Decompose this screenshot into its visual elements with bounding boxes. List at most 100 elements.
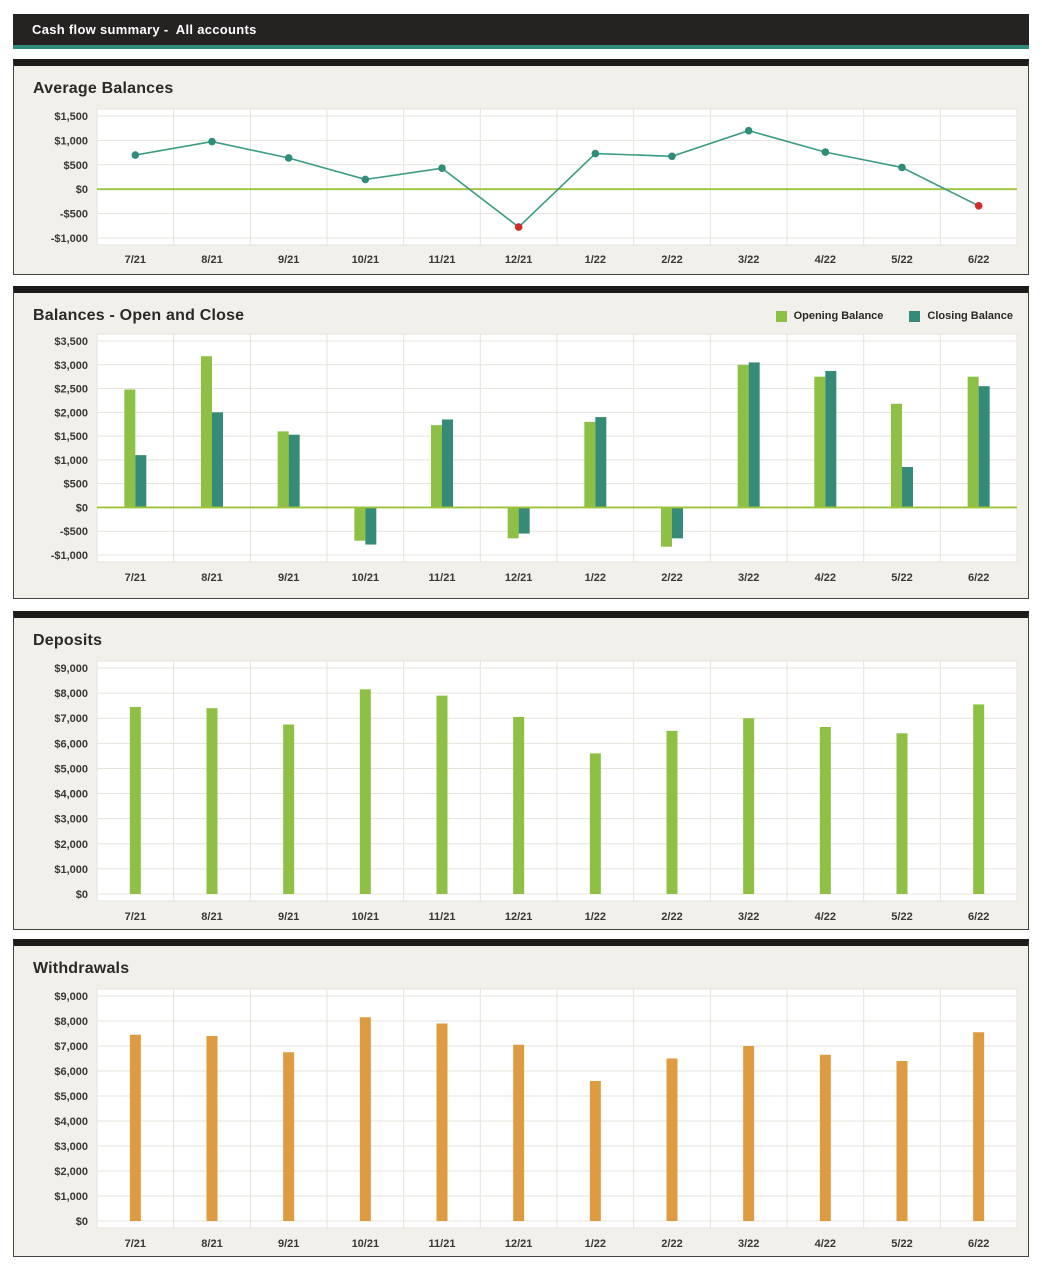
svg-text:$5,000: $5,000 [54, 763, 88, 775]
svg-text:-$500: -$500 [60, 209, 88, 221]
svg-text:6/22: 6/22 [968, 1238, 989, 1250]
svg-text:$0: $0 [76, 502, 88, 514]
legend-item-opening-balance: Opening Balance [775, 310, 884, 322]
svg-text:$1,500: $1,500 [54, 431, 88, 443]
svg-text:3/22: 3/22 [738, 572, 759, 584]
svg-text:$1,000: $1,000 [54, 135, 88, 147]
svg-text:6/22: 6/22 [968, 911, 989, 923]
svg-text:8/21: 8/21 [201, 911, 222, 923]
svg-text:$1,500: $1,500 [54, 111, 88, 123]
app-header: Cash flow summary - All accounts [13, 14, 1029, 49]
legend: Opening Balance Closing Balance [775, 310, 1013, 322]
svg-text:$6,000: $6,000 [54, 738, 88, 750]
svg-text:$0: $0 [76, 184, 88, 196]
svg-text:1/22: 1/22 [585, 911, 606, 923]
svg-text:7/21: 7/21 [125, 1238, 146, 1250]
svg-text:-$500: -$500 [60, 526, 88, 538]
svg-text:-$1,000: -$1,000 [51, 550, 88, 562]
svg-text:$1,000: $1,000 [54, 1191, 88, 1203]
svg-text:3/22: 3/22 [738, 911, 759, 923]
svg-text:$7,000: $7,000 [54, 713, 88, 725]
panel-withdrawals: Withdrawals $0 $1,000 $2,000 $3,000 $4,000 $5… [13, 939, 1029, 1257]
svg-text:10/21: 10/21 [352, 254, 380, 266]
panel-average-balances: Average Balances -$1,000 -$500 $0 $500 $1,00… [13, 59, 1029, 275]
svg-text:11/21: 11/21 [429, 254, 456, 266]
svg-text:7/21: 7/21 [125, 254, 146, 266]
svg-text:6/22: 6/22 [968, 572, 989, 584]
svg-text:$3,500: $3,500 [54, 336, 88, 348]
svg-text:11/21: 11/21 [429, 1238, 456, 1250]
svg-text:2/22: 2/22 [661, 572, 682, 584]
svg-text:9/21: 9/21 [278, 254, 299, 266]
svg-text:4/22: 4/22 [815, 911, 836, 923]
svg-text:$7,000: $7,000 [54, 1041, 88, 1053]
svg-text:8/21: 8/21 [201, 1238, 222, 1250]
chart-title-deposits: Deposits [33, 632, 103, 649]
legend-item-closing-balance: Closing Balance [909, 310, 1013, 322]
svg-text:3/22: 3/22 [738, 1238, 759, 1250]
svg-text:$6,000: $6,000 [54, 1066, 88, 1078]
svg-text:12/21: 12/21 [505, 254, 533, 266]
svg-text:$2,000: $2,000 [54, 407, 88, 419]
svg-text:$500: $500 [64, 160, 88, 172]
svg-text:$8,000: $8,000 [54, 1016, 88, 1028]
svg-text:$4,000: $4,000 [54, 1116, 88, 1128]
withdrawals-bar-chart: $0 $1,000 $2,000 $3,000 $4,000 $5,000 $6,000 $7… [54, 988, 1018, 1250]
chart-title-balances-open-close: Balances - Open and Close [33, 307, 245, 324]
svg-text:$1,000: $1,000 [54, 455, 88, 467]
svg-text:$0: $0 [76, 1216, 88, 1228]
app-header-bar: Cash flow summary - All accounts [13, 14, 1029, 45]
svg-text:6/22: 6/22 [968, 254, 989, 266]
chart-title-withdrawals: Withdrawals [33, 960, 130, 977]
header-accent-stripe [13, 45, 1029, 49]
svg-text:$2,000: $2,000 [54, 839, 88, 851]
balances-open-close-bar-chart: -$1,000 -$500 $0 $500 $1,000 $1,500 $2,000 $2,5… [51, 333, 1018, 584]
svg-text:8/21: 8/21 [201, 572, 222, 584]
svg-text:11/21: 11/21 [429, 572, 456, 584]
average-balances-line-chart: -$1,000 -$500 $0 $500 $1,000 $1,500 7/21 8/21 9/… [51, 108, 1018, 266]
chart-title-average-balances: Average Balances [33, 80, 174, 97]
svg-text:1/22: 1/22 [585, 1238, 606, 1250]
svg-text:7/21: 7/21 [125, 911, 146, 923]
svg-text:$500: $500 [64, 479, 88, 491]
svg-text:10/21: 10/21 [352, 1238, 380, 1250]
svg-text:$3,000: $3,000 [54, 1141, 88, 1153]
svg-text:4/22: 4/22 [815, 572, 836, 584]
panel-balances-open-close: Balances - Open and Close Opening Balanc… [13, 286, 1029, 599]
svg-text:$0: $0 [76, 889, 88, 901]
svg-text:$2,000: $2,000 [54, 1166, 88, 1178]
svg-text:12/21: 12/21 [505, 911, 533, 923]
svg-text:5/22: 5/22 [891, 1238, 912, 1250]
svg-text:2/22: 2/22 [661, 1238, 682, 1250]
svg-text:12/21: 12/21 [505, 1238, 533, 1250]
svg-text:11/21: 11/21 [429, 911, 456, 923]
svg-text:1/22: 1/22 [585, 572, 606, 584]
deposits-bar-chart: $0 $1,000 $2,000 $3,000 $4,000 $5,000 $6,000 $7… [54, 660, 1018, 923]
svg-text:9/21: 9/21 [278, 1238, 299, 1250]
svg-text:9/21: 9/21 [278, 911, 299, 923]
svg-text:1/22: 1/22 [585, 254, 606, 266]
svg-text:$4,000: $4,000 [54, 789, 88, 801]
svg-text:8/21: 8/21 [201, 254, 222, 266]
svg-text:$9,000: $9,000 [54, 991, 88, 1003]
svg-text:2/22: 2/22 [661, 254, 682, 266]
report-title: Cash flow summary - All accounts [32, 22, 257, 37]
svg-text:$3,000: $3,000 [54, 814, 88, 826]
svg-text:4/22: 4/22 [815, 1238, 836, 1250]
svg-text:$2,500: $2,500 [54, 384, 88, 396]
svg-text:10/21: 10/21 [352, 911, 380, 923]
legend-label: Closing Balance [927, 310, 1013, 322]
svg-text:$9,000: $9,000 [54, 663, 88, 675]
svg-text:$3,000: $3,000 [54, 360, 88, 372]
svg-text:9/21: 9/21 [278, 572, 299, 584]
legend-label: Opening Balance [793, 310, 884, 322]
svg-text:10/21: 10/21 [352, 572, 380, 584]
svg-text:7/21: 7/21 [125, 572, 146, 584]
svg-text:$1,000: $1,000 [54, 864, 88, 876]
opening-balance-swatch-icon [775, 310, 787, 322]
svg-text:$5,000: $5,000 [54, 1091, 88, 1103]
svg-text:5/22: 5/22 [891, 911, 912, 923]
svg-text:2/22: 2/22 [661, 911, 682, 923]
svg-text:3/22: 3/22 [738, 254, 759, 266]
